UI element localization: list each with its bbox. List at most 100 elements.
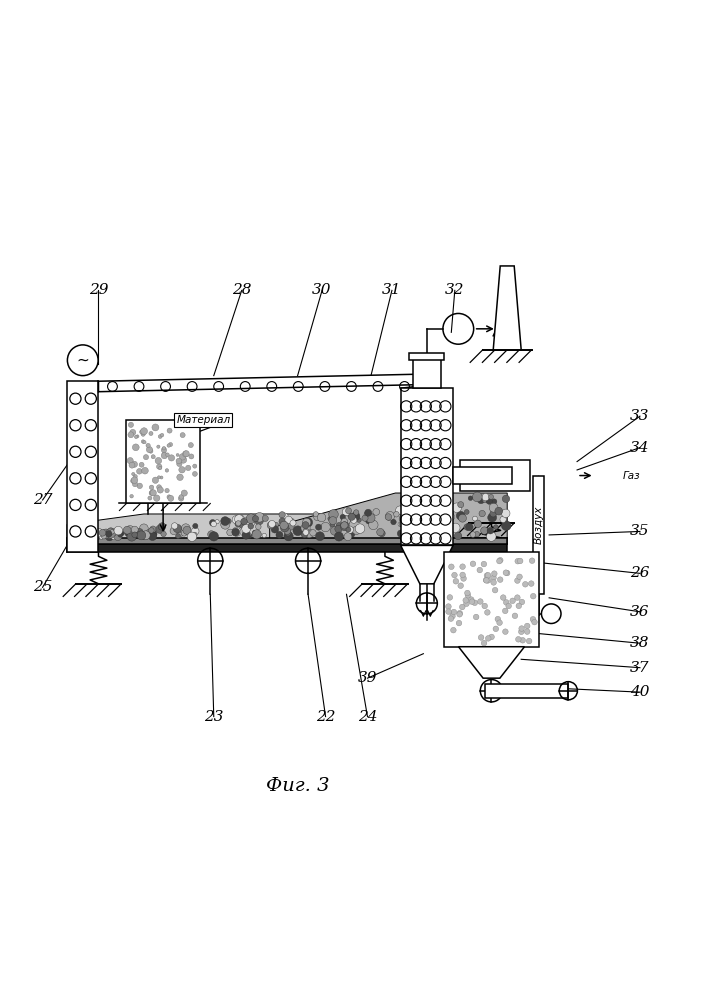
Text: 37: 37 [630, 661, 650, 675]
Circle shape [515, 637, 521, 642]
Circle shape [491, 575, 496, 580]
Circle shape [445, 525, 449, 530]
Circle shape [340, 522, 349, 531]
Circle shape [255, 512, 264, 522]
Text: 36: 36 [630, 605, 650, 619]
Circle shape [262, 533, 267, 538]
Circle shape [110, 529, 117, 537]
Circle shape [328, 516, 332, 521]
Text: 23: 23 [204, 710, 223, 724]
Circle shape [354, 510, 359, 515]
Circle shape [373, 509, 380, 515]
Circle shape [440, 512, 447, 520]
Circle shape [290, 520, 296, 526]
Circle shape [132, 444, 139, 451]
Circle shape [342, 508, 351, 516]
Circle shape [341, 525, 346, 530]
Circle shape [252, 530, 257, 535]
Circle shape [366, 513, 375, 523]
Circle shape [488, 513, 496, 522]
Circle shape [133, 474, 137, 479]
Circle shape [457, 610, 462, 616]
Polygon shape [67, 514, 388, 538]
Circle shape [464, 601, 469, 607]
Circle shape [340, 524, 346, 530]
Circle shape [341, 518, 350, 527]
Circle shape [288, 520, 296, 527]
Circle shape [168, 495, 174, 501]
Circle shape [472, 516, 477, 521]
Circle shape [127, 532, 136, 541]
Circle shape [143, 532, 149, 538]
Circle shape [180, 454, 186, 460]
Circle shape [500, 516, 506, 523]
Circle shape [497, 620, 503, 625]
Circle shape [399, 515, 407, 523]
Circle shape [385, 512, 395, 521]
Circle shape [518, 558, 523, 564]
Circle shape [429, 521, 433, 526]
Circle shape [284, 532, 293, 541]
Circle shape [442, 524, 452, 533]
Circle shape [344, 515, 351, 522]
Circle shape [81, 532, 87, 538]
Circle shape [460, 604, 465, 610]
Circle shape [232, 516, 240, 524]
Circle shape [247, 532, 251, 537]
Circle shape [148, 496, 152, 500]
Circle shape [426, 507, 433, 514]
Circle shape [165, 488, 169, 493]
Circle shape [484, 578, 489, 583]
Circle shape [491, 580, 496, 585]
Circle shape [349, 532, 355, 537]
Circle shape [235, 521, 240, 527]
Circle shape [273, 522, 279, 528]
Circle shape [502, 495, 510, 503]
Circle shape [221, 520, 230, 529]
Circle shape [416, 498, 426, 506]
Polygon shape [458, 647, 525, 678]
Circle shape [149, 485, 153, 490]
Circle shape [519, 626, 525, 631]
Text: 39: 39 [358, 671, 378, 685]
Circle shape [78, 532, 84, 539]
Circle shape [486, 636, 491, 641]
Circle shape [490, 510, 496, 517]
Text: 29: 29 [89, 283, 108, 297]
Circle shape [209, 532, 218, 541]
Circle shape [321, 522, 330, 532]
Circle shape [110, 529, 117, 536]
Circle shape [183, 451, 189, 457]
Circle shape [106, 528, 115, 538]
Circle shape [452, 572, 457, 578]
Circle shape [137, 483, 143, 489]
Circle shape [489, 503, 498, 512]
Circle shape [102, 534, 106, 539]
Circle shape [330, 526, 339, 535]
Polygon shape [67, 538, 507, 544]
Circle shape [132, 529, 136, 534]
Circle shape [130, 429, 136, 435]
Circle shape [189, 454, 194, 459]
Circle shape [315, 532, 325, 541]
Circle shape [503, 608, 508, 614]
Circle shape [156, 525, 165, 534]
Circle shape [73, 533, 80, 540]
Circle shape [129, 462, 135, 468]
Bar [409, 353, 444, 360]
Circle shape [495, 616, 501, 622]
Circle shape [144, 455, 148, 460]
Circle shape [365, 509, 372, 516]
Circle shape [285, 516, 292, 524]
Text: 31: 31 [382, 283, 402, 297]
Circle shape [313, 512, 318, 517]
Circle shape [284, 528, 291, 534]
Circle shape [135, 528, 144, 537]
Circle shape [130, 494, 134, 498]
Circle shape [156, 464, 162, 469]
Circle shape [451, 523, 460, 532]
Circle shape [210, 521, 214, 526]
Circle shape [516, 603, 522, 609]
Circle shape [211, 521, 216, 527]
Circle shape [262, 515, 269, 521]
